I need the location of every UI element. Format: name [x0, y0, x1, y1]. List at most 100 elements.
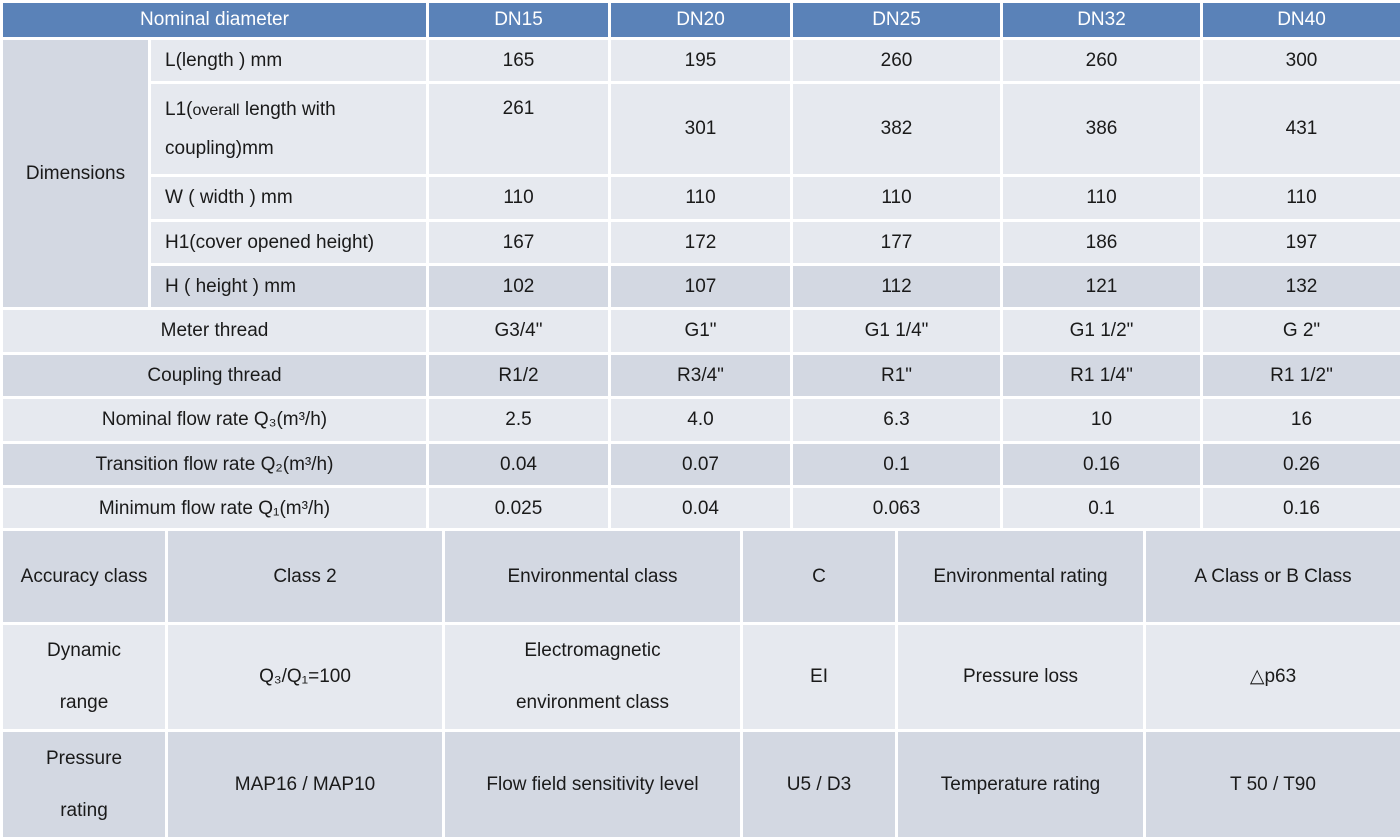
cell: 0.26	[1202, 443, 1400, 487]
table-row: H1(cover opened height) 167 172 177 186 …	[2, 221, 1400, 265]
cell: R3/4"	[610, 354, 792, 398]
row-label: L1(overall length with coupling)mm	[150, 83, 428, 176]
table-row: W ( width ) mm 110 110 110 110 110	[2, 176, 1400, 221]
cell: R1"	[792, 354, 1002, 398]
cell: 132	[1202, 265, 1400, 309]
cell: 0.16	[1202, 487, 1400, 532]
cell: 110	[610, 176, 792, 221]
cell: 0.07	[610, 443, 792, 487]
cell: 260	[792, 39, 1002, 83]
cell: 186	[1002, 221, 1202, 265]
cell: 300	[1202, 39, 1400, 83]
cell: 172	[610, 221, 792, 265]
row-label: Transition flow rate Q₂(m³/h)	[2, 443, 428, 487]
cell: 10	[1002, 398, 1202, 443]
cell: 121	[1002, 265, 1202, 309]
cell: 4.0	[610, 398, 792, 443]
property-label: Pressure loss	[897, 624, 1145, 731]
cell: R1 1/4"	[1002, 354, 1202, 398]
label-part: L1(	[165, 99, 192, 120]
property-value: Q₃/Q₁=100	[167, 624, 444, 731]
property-value: A Class or B Class	[1145, 530, 1400, 624]
cell: 382	[792, 83, 1002, 176]
cell: 110	[792, 176, 1002, 221]
cell: 6.3	[792, 398, 1002, 443]
cell: G1 1/4"	[792, 309, 1002, 354]
table-row: Dimensions L(length ) mm 165 195 260 260…	[2, 39, 1400, 83]
table-row: Minimum flow rate Q₁(m³/h) 0.025 0.04 0.…	[2, 487, 1400, 532]
row-label: Coupling thread	[2, 354, 428, 398]
row-label: L(length ) mm	[150, 39, 428, 83]
property-label: Temperature rating	[897, 731, 1145, 839]
cell: 261	[428, 83, 610, 176]
cell: 0.025	[428, 487, 610, 532]
cell: 0.1	[1002, 487, 1202, 532]
cell: 110	[428, 176, 610, 221]
row-label: Minimum flow rate Q₁(m³/h)	[2, 487, 428, 532]
property-value: △p63	[1145, 624, 1400, 731]
property-label: Environmental class	[444, 530, 742, 624]
size-header: DN40	[1202, 2, 1400, 39]
cell: 197	[1202, 221, 1400, 265]
label-part: overall	[192, 102, 239, 119]
cell: R1 1/2"	[1202, 354, 1400, 398]
property-value: T 50 / T90	[1145, 731, 1400, 839]
cell: G1 1/2"	[1002, 309, 1202, 354]
table-row: Nominal flow rate Q₃(m³/h) 2.5 4.0 6.3 1…	[2, 398, 1400, 443]
row-label: Nominal flow rate Q₃(m³/h)	[2, 398, 428, 443]
nominal-diameter-header: Nominal diameter	[2, 2, 428, 39]
cell: 260	[1002, 39, 1202, 83]
table-row: Accuracy class Class 2 Environmental cla…	[2, 530, 1400, 624]
cell: 0.063	[792, 487, 1002, 532]
label-part: coupling)mm	[165, 129, 426, 174]
header-row: Nominal diameter DN15 DN20 DN25 DN32 DN4…	[2, 2, 1400, 39]
cell: 167	[428, 221, 610, 265]
property-label: Environmental rating	[897, 530, 1145, 624]
cell: 0.16	[1002, 443, 1202, 487]
property-value: U5 / D3	[742, 731, 897, 839]
cell: G1"	[610, 309, 792, 354]
property-label: Flow field sensitivity level	[444, 731, 742, 839]
cell: 386	[1002, 83, 1202, 176]
table-row: L1(overall length with coupling)mm 261 3…	[2, 83, 1400, 176]
size-header: DN32	[1002, 2, 1202, 39]
cell: 0.04	[610, 487, 792, 532]
table-row: Transition flow rate Q₂(m³/h) 0.04 0.07 …	[2, 443, 1400, 487]
property-value: MAP16 / MAP10	[167, 731, 444, 839]
dimensions-table: Nominal diameter DN15 DN20 DN25 DN32 DN4…	[0, 0, 1400, 533]
cell: 177	[792, 221, 1002, 265]
cell: G3/4"	[428, 309, 610, 354]
row-label: Meter thread	[2, 309, 428, 354]
size-header: DN15	[428, 2, 610, 39]
cell: 301	[610, 83, 792, 176]
cell: 16	[1202, 398, 1400, 443]
label-part: length with	[240, 99, 336, 120]
cell: 431	[1202, 83, 1400, 176]
cell: 0.04	[428, 443, 610, 487]
cell: 110	[1002, 176, 1202, 221]
table-row: Coupling thread R1/2 R3/4" R1" R1 1/4" R…	[2, 354, 1400, 398]
size-header: DN20	[610, 2, 792, 39]
property-value: C	[742, 530, 897, 624]
property-value: EI	[742, 624, 897, 731]
cell: 0.1	[792, 443, 1002, 487]
dimensions-label: Dimensions	[2, 39, 150, 309]
cell: 195	[610, 39, 792, 83]
size-header: DN25	[792, 2, 1002, 39]
table-row: H ( height ) mm 102 107 112 121 132	[2, 265, 1400, 309]
cell: 165	[428, 39, 610, 83]
cell: 107	[610, 265, 792, 309]
cell: 110	[1202, 176, 1400, 221]
cell: G 2"	[1202, 309, 1400, 354]
cell: 112	[792, 265, 1002, 309]
cell: R1/2	[428, 354, 610, 398]
row-label: H1(cover opened height)	[150, 221, 428, 265]
cell: 2.5	[428, 398, 610, 443]
property-value: Class 2	[167, 530, 444, 624]
